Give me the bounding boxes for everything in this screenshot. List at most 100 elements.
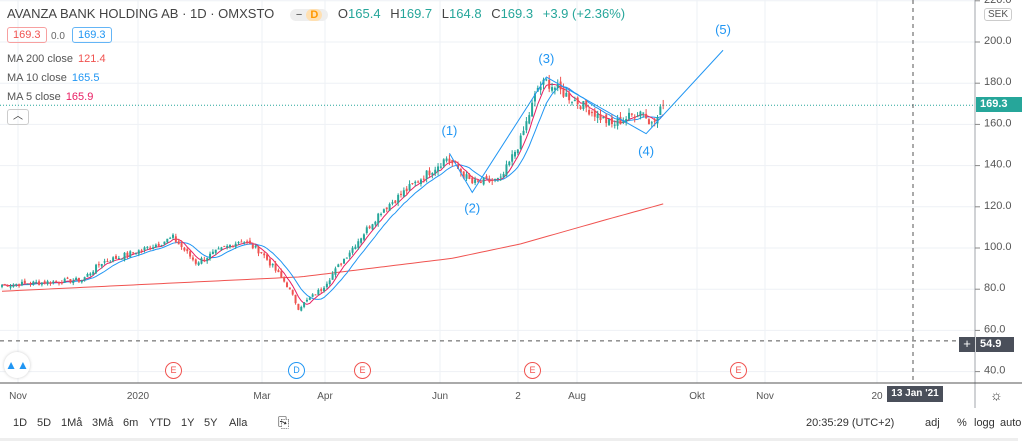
log-toggle[interactable]: logg: [974, 417, 995, 429]
candle-body: [60, 282, 63, 284]
candle-body: [140, 250, 143, 252]
candle-body: [328, 280, 331, 285]
candle-body: [459, 169, 462, 173]
earnings-marker[interactable]: E: [165, 362, 182, 379]
candle-body: [63, 278, 66, 283]
range-1d[interactable]: 1D: [13, 417, 28, 429]
range-ytd[interactable]: YTD: [149, 417, 171, 429]
candle-body: [417, 181, 420, 183]
range-6m[interactable]: 6m: [123, 417, 139, 429]
candle-body: [545, 79, 548, 81]
range-1m[interactable]: 1Må: [61, 417, 83, 429]
candle-body: [112, 257, 115, 262]
settings-gear-icon[interactable]: ☼: [990, 387, 1003, 403]
earnings-marker[interactable]: E: [524, 362, 541, 379]
candle-body: [157, 243, 160, 246]
tradingview-logo-icon[interactable]: ▲▲: [4, 352, 30, 378]
auto-toggle[interactable]: auto: [1000, 417, 1022, 429]
candle-body: [525, 121, 528, 131]
candle-body: [380, 213, 383, 215]
candle-body: [571, 101, 573, 103]
candle-body: [320, 289, 323, 291]
adj-toggle[interactable]: adj: [925, 417, 940, 429]
x-tick-label: Nov: [9, 391, 27, 402]
candle-body: [97, 264, 100, 266]
y-tick-label: 220.0: [984, 0, 1012, 6]
candle-body: [80, 280, 83, 283]
low-value: 164.8: [449, 6, 482, 21]
symbol-title[interactable]: AVANZA BANK HOLDING AB · 1D · OMXSTO: [7, 6, 275, 21]
currency-label[interactable]: SEK: [984, 8, 1013, 21]
candle-body: [368, 226, 371, 229]
buy-button[interactable]: 169.3: [72, 27, 112, 43]
x-tick-label: 2: [515, 391, 521, 402]
candle-body: [374, 221, 377, 225]
candle-body: [625, 119, 628, 123]
candle-body: [132, 252, 135, 254]
candle-body: [52, 281, 55, 284]
percent-toggle[interactable]: %: [957, 417, 967, 429]
candle-body: [243, 242, 246, 244]
crosshair-date-label: 13 Jan '21: [887, 386, 943, 402]
earnings-marker[interactable]: E: [730, 362, 747, 379]
market-status-badge[interactable]: − D: [289, 9, 329, 21]
indicator-ma10[interactable]: MA 10 close 165.5: [7, 72, 99, 84]
indicator-ma5[interactable]: MA 5 close 165.9: [7, 91, 93, 103]
y-tick-label: 100.0: [984, 241, 1012, 253]
candle-body: [40, 282, 43, 285]
x-tick-label: Okt: [689, 391, 705, 402]
candle-body: [248, 240, 251, 244]
candle-body: [6, 285, 9, 287]
add-alert-plus-icon[interactable]: +: [959, 337, 975, 352]
dividend-marker[interactable]: D: [288, 362, 305, 379]
go-to-date-icon[interactable]: ⎘: [278, 414, 290, 430]
price-chart[interactable]: 40.060.080.0100.0120.0140.0160.0180.0200…: [0, 0, 1022, 408]
range-1y[interactable]: 1Y: [181, 417, 195, 429]
range-all[interactable]: Alla: [229, 417, 248, 429]
candle-body: [462, 171, 465, 178]
candle-body: [605, 114, 608, 124]
candle-body: [334, 268, 337, 275]
candle-body: [72, 280, 75, 284]
candle-body: [49, 282, 52, 284]
candle-body: [260, 252, 263, 254]
candle-body: [331, 273, 334, 280]
candle-body: [23, 280, 26, 284]
candle-body: [588, 109, 591, 115]
bottom-toolbar: 1D 5D 1Må 3Må 6m YTD 1Y 5Y Alla ⎘ 20:35:…: [0, 408, 1022, 441]
range-5d[interactable]: 5D: [37, 417, 52, 429]
candle-body: [519, 135, 522, 149]
low-label: L: [441, 6, 450, 21]
sell-button[interactable]: 169.3: [7, 27, 47, 43]
candle-body: [573, 100, 576, 102]
candle-body: [172, 234, 174, 238]
candle-body: [402, 190, 405, 197]
indicator-value: 121.4: [78, 53, 106, 65]
range-5y[interactable]: 5Y: [204, 417, 218, 429]
candle-body: [254, 245, 257, 248]
candle-body: [206, 258, 209, 262]
candle-body: [103, 261, 106, 263]
candle-body: [465, 174, 468, 179]
indicator-ma200[interactable]: MA 200 close 121.4: [7, 53, 106, 65]
range-3m[interactable]: 3Må: [92, 417, 114, 429]
candle-body: [514, 152, 516, 157]
candle-body: [633, 117, 636, 119]
candle-body: [217, 248, 220, 250]
candle-body: [579, 106, 582, 110]
candle-body: [388, 204, 391, 211]
candle-body: [590, 112, 593, 114]
x-tick-label: Mar: [253, 391, 271, 402]
wave-label: (5): [715, 22, 731, 37]
wave-label: (4): [638, 144, 654, 159]
candle-body: [642, 112, 645, 114]
candle-body: [533, 93, 536, 102]
candle-body: [152, 247, 155, 250]
candle-body: [166, 238, 169, 243]
earnings-marker[interactable]: E: [354, 362, 371, 379]
candle-body: [539, 86, 542, 91]
candle-body: [596, 113, 599, 119]
chevron-up-icon[interactable]: ︿: [7, 109, 29, 125]
candle-body: [622, 121, 625, 123]
candle-body: [177, 241, 180, 245]
